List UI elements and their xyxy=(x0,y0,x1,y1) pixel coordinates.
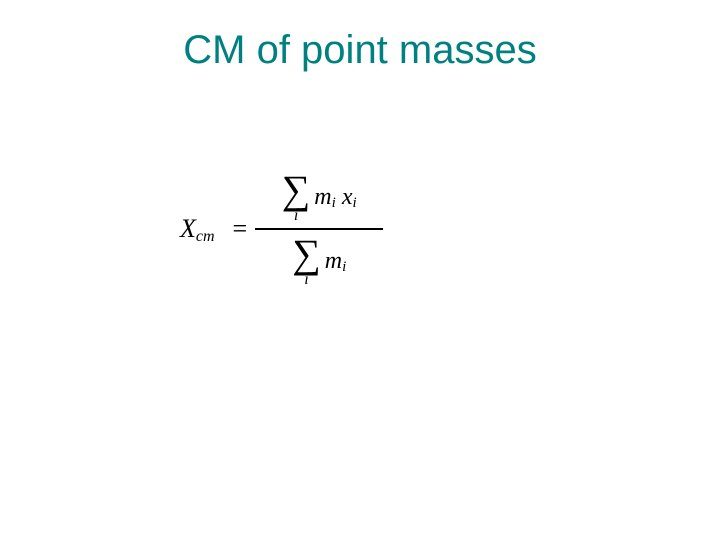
slide: CM of point masses X cm = ∑ i m i x i xyxy=(0,0,720,540)
mass-var-num: m xyxy=(314,184,331,211)
denominator-term: m i xyxy=(325,248,347,275)
equals-sign: = xyxy=(233,214,248,244)
sigma-numerator: ∑ i xyxy=(282,170,311,224)
denominator: ∑ i m i xyxy=(286,230,352,288)
formula-lhs: X cm xyxy=(180,214,215,244)
sigma-denominator: ∑ i xyxy=(292,234,321,288)
slide-title: CM of point masses xyxy=(0,28,720,73)
sigma-index-denominator: i xyxy=(304,272,308,288)
formula: X cm = ∑ i m i x i ∑ i xyxy=(180,170,383,288)
fraction: ∑ i m i x i ∑ i m i xyxy=(255,170,383,288)
numerator-term: m i x i xyxy=(314,184,356,211)
sigma-index-numerator: i xyxy=(294,208,298,224)
pos-var-num: x xyxy=(342,184,353,211)
lhs-subscript: cm xyxy=(196,228,215,246)
lhs-variable: X xyxy=(180,214,196,244)
sigma-icon: ∑ xyxy=(282,170,311,210)
mass-sub-num: i xyxy=(332,195,336,212)
mass-sub-den: i xyxy=(342,259,346,276)
pos-sub-num: i xyxy=(352,195,356,212)
numerator: ∑ i m i x i xyxy=(276,170,363,228)
mass-var-den: m xyxy=(325,248,342,275)
sigma-icon: ∑ xyxy=(292,234,321,274)
